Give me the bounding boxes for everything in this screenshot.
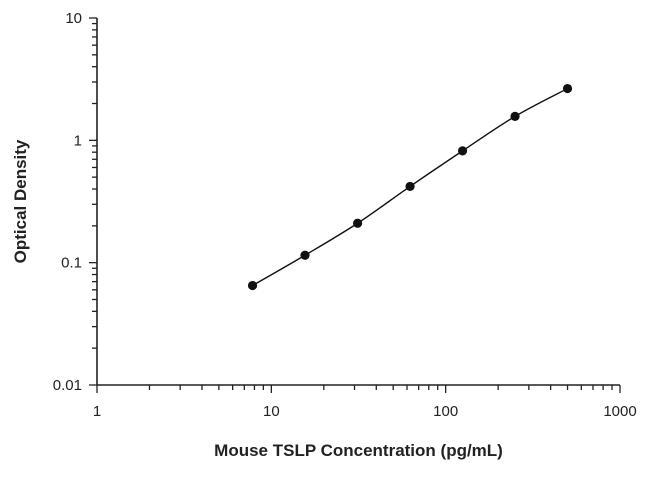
data-point — [510, 111, 520, 121]
x-tick-label: 10 — [263, 403, 280, 420]
data-point — [405, 181, 415, 192]
y-axis-title: Optical Density — [11, 139, 30, 263]
x-tick-label: 1000 — [603, 403, 636, 420]
axes — [96, 18, 620, 386]
x-axis-tick-labels: 1 10 100 1000 — [93, 403, 637, 420]
y-tick-label: 0.01 — [53, 377, 82, 394]
x-tick-label: 1 — [93, 403, 101, 420]
x-tick-label: 100 — [433, 403, 458, 420]
y-tick-label: 10 — [65, 10, 82, 27]
y-tick-label: 1 — [74, 132, 82, 149]
data-point — [457, 146, 468, 156]
data-points — [247, 83, 573, 291]
data-point — [300, 250, 310, 260]
data-point — [562, 83, 573, 94]
x-axis-ticks — [96, 385, 621, 393]
y-axis-tick-labels: 0.01 0.1 1 10 — [53, 10, 82, 394]
y-axis-ticks — [89, 17, 97, 386]
y-tick-label: 0.1 — [61, 255, 82, 272]
x-axis-title: Mouse TSLP Concentration (pg/mL) — [214, 441, 503, 460]
data-point — [353, 218, 363, 228]
data-point — [247, 280, 258, 291]
